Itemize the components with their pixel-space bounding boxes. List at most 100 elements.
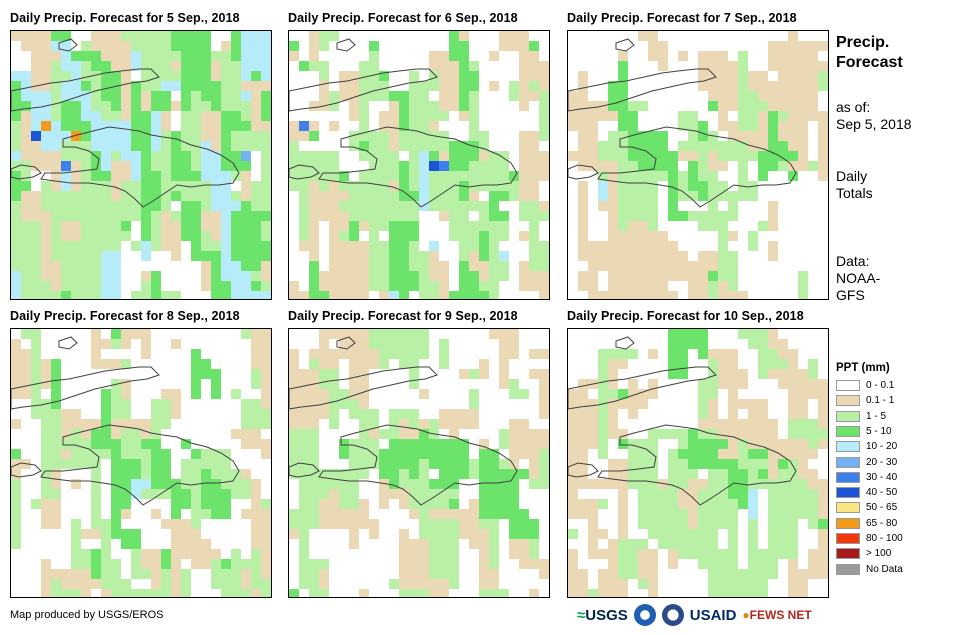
precip-cell <box>31 111 41 121</box>
precip-cell <box>41 31 51 41</box>
precip-cell <box>708 389 718 399</box>
precip-cell <box>339 211 349 221</box>
precip-cell <box>489 509 499 519</box>
precip-cell <box>201 489 211 499</box>
precip-cell <box>748 469 758 479</box>
precip-cell <box>479 261 489 271</box>
precip-cell <box>638 101 648 111</box>
precip-cell <box>41 261 51 271</box>
precip-cell <box>289 141 299 151</box>
precip-cell <box>201 261 211 271</box>
precip-cell <box>319 281 329 291</box>
coastline-jamaica <box>568 462 599 478</box>
precip-cell <box>539 101 549 111</box>
precip-cell <box>638 271 648 281</box>
precip-cell <box>201 191 211 201</box>
precip-cell <box>91 251 101 261</box>
precip-cell <box>479 171 489 181</box>
precip-cell <box>469 161 479 171</box>
precip-cell <box>399 141 409 151</box>
precip-cell <box>161 389 171 399</box>
precip-cell <box>608 91 618 101</box>
precip-cell <box>798 121 808 131</box>
precip-cell <box>211 241 221 251</box>
precip-cell <box>638 131 648 141</box>
precip-cell <box>241 111 251 121</box>
precip-cell <box>618 211 628 221</box>
precip-cell <box>349 529 359 539</box>
precip-cell <box>419 439 429 449</box>
precip-cell <box>658 51 668 61</box>
precip-cell <box>728 131 738 141</box>
precip-cell <box>41 41 51 51</box>
precip-cell <box>11 271 21 281</box>
precip-cell <box>608 379 618 389</box>
precip-cell <box>748 121 758 131</box>
precip-cell <box>241 71 251 81</box>
precip-cell <box>778 379 788 389</box>
precip-cell <box>51 91 61 101</box>
coastline-hispaniola <box>597 126 797 208</box>
precip-cell <box>788 539 798 549</box>
precip-cell <box>191 111 201 121</box>
precip-cell <box>91 41 101 51</box>
precip-cell <box>409 329 419 339</box>
precip-cell <box>329 409 339 419</box>
precip-cell <box>439 419 449 429</box>
precip-cell <box>111 329 121 339</box>
precip-cell <box>329 201 339 211</box>
precip-cell <box>151 549 161 559</box>
precip-cell <box>758 399 768 409</box>
precip-cell <box>41 81 51 91</box>
precip-cell <box>241 231 251 241</box>
precip-cell <box>768 459 778 469</box>
precip-cell <box>11 379 21 389</box>
precip-cell <box>389 251 399 261</box>
precip-cell <box>758 469 768 479</box>
precip-cell <box>718 101 728 111</box>
precip-cell <box>41 439 51 449</box>
precip-cell <box>529 211 539 221</box>
precip-cell <box>638 261 648 271</box>
precip-cell <box>768 569 778 579</box>
precip-cell <box>121 221 131 231</box>
precip-cell <box>151 489 161 499</box>
precip-cell <box>171 589 181 597</box>
precip-cell <box>201 161 211 171</box>
precip-cell <box>429 261 439 271</box>
precip-cell <box>539 369 549 379</box>
precip-cell <box>698 281 708 291</box>
precip-cell <box>628 281 638 291</box>
precip-cell <box>788 469 798 479</box>
precip-cell <box>519 91 529 101</box>
precip-cell <box>788 549 798 559</box>
precip-cell <box>489 211 499 221</box>
precip-cell <box>261 81 271 91</box>
precip-cell <box>788 429 798 439</box>
precip-cell <box>409 579 419 589</box>
precip-cell <box>369 529 379 539</box>
precip-cell <box>81 201 91 211</box>
precip-cell <box>231 569 241 579</box>
precip-cell <box>369 231 379 241</box>
precip-cell <box>658 231 668 241</box>
precip-cell <box>419 559 429 569</box>
precip-cell <box>718 559 728 569</box>
precip-cell <box>618 359 628 369</box>
precip-cell <box>399 419 409 429</box>
precip-cell <box>369 71 379 81</box>
precip-cell <box>51 291 61 299</box>
precip-cell <box>419 419 429 429</box>
precip-cell <box>201 469 211 479</box>
precip-cell <box>71 171 81 181</box>
precip-cell <box>808 61 818 71</box>
precip-cell <box>201 171 211 181</box>
precip-cell <box>499 181 509 191</box>
precip-cell <box>131 559 141 569</box>
precip-cell <box>668 261 678 271</box>
precip-cell <box>708 549 718 559</box>
precip-cell <box>658 539 668 549</box>
precip-cell <box>808 509 818 519</box>
precip-cell <box>529 429 539 439</box>
precip-cell <box>798 449 808 459</box>
